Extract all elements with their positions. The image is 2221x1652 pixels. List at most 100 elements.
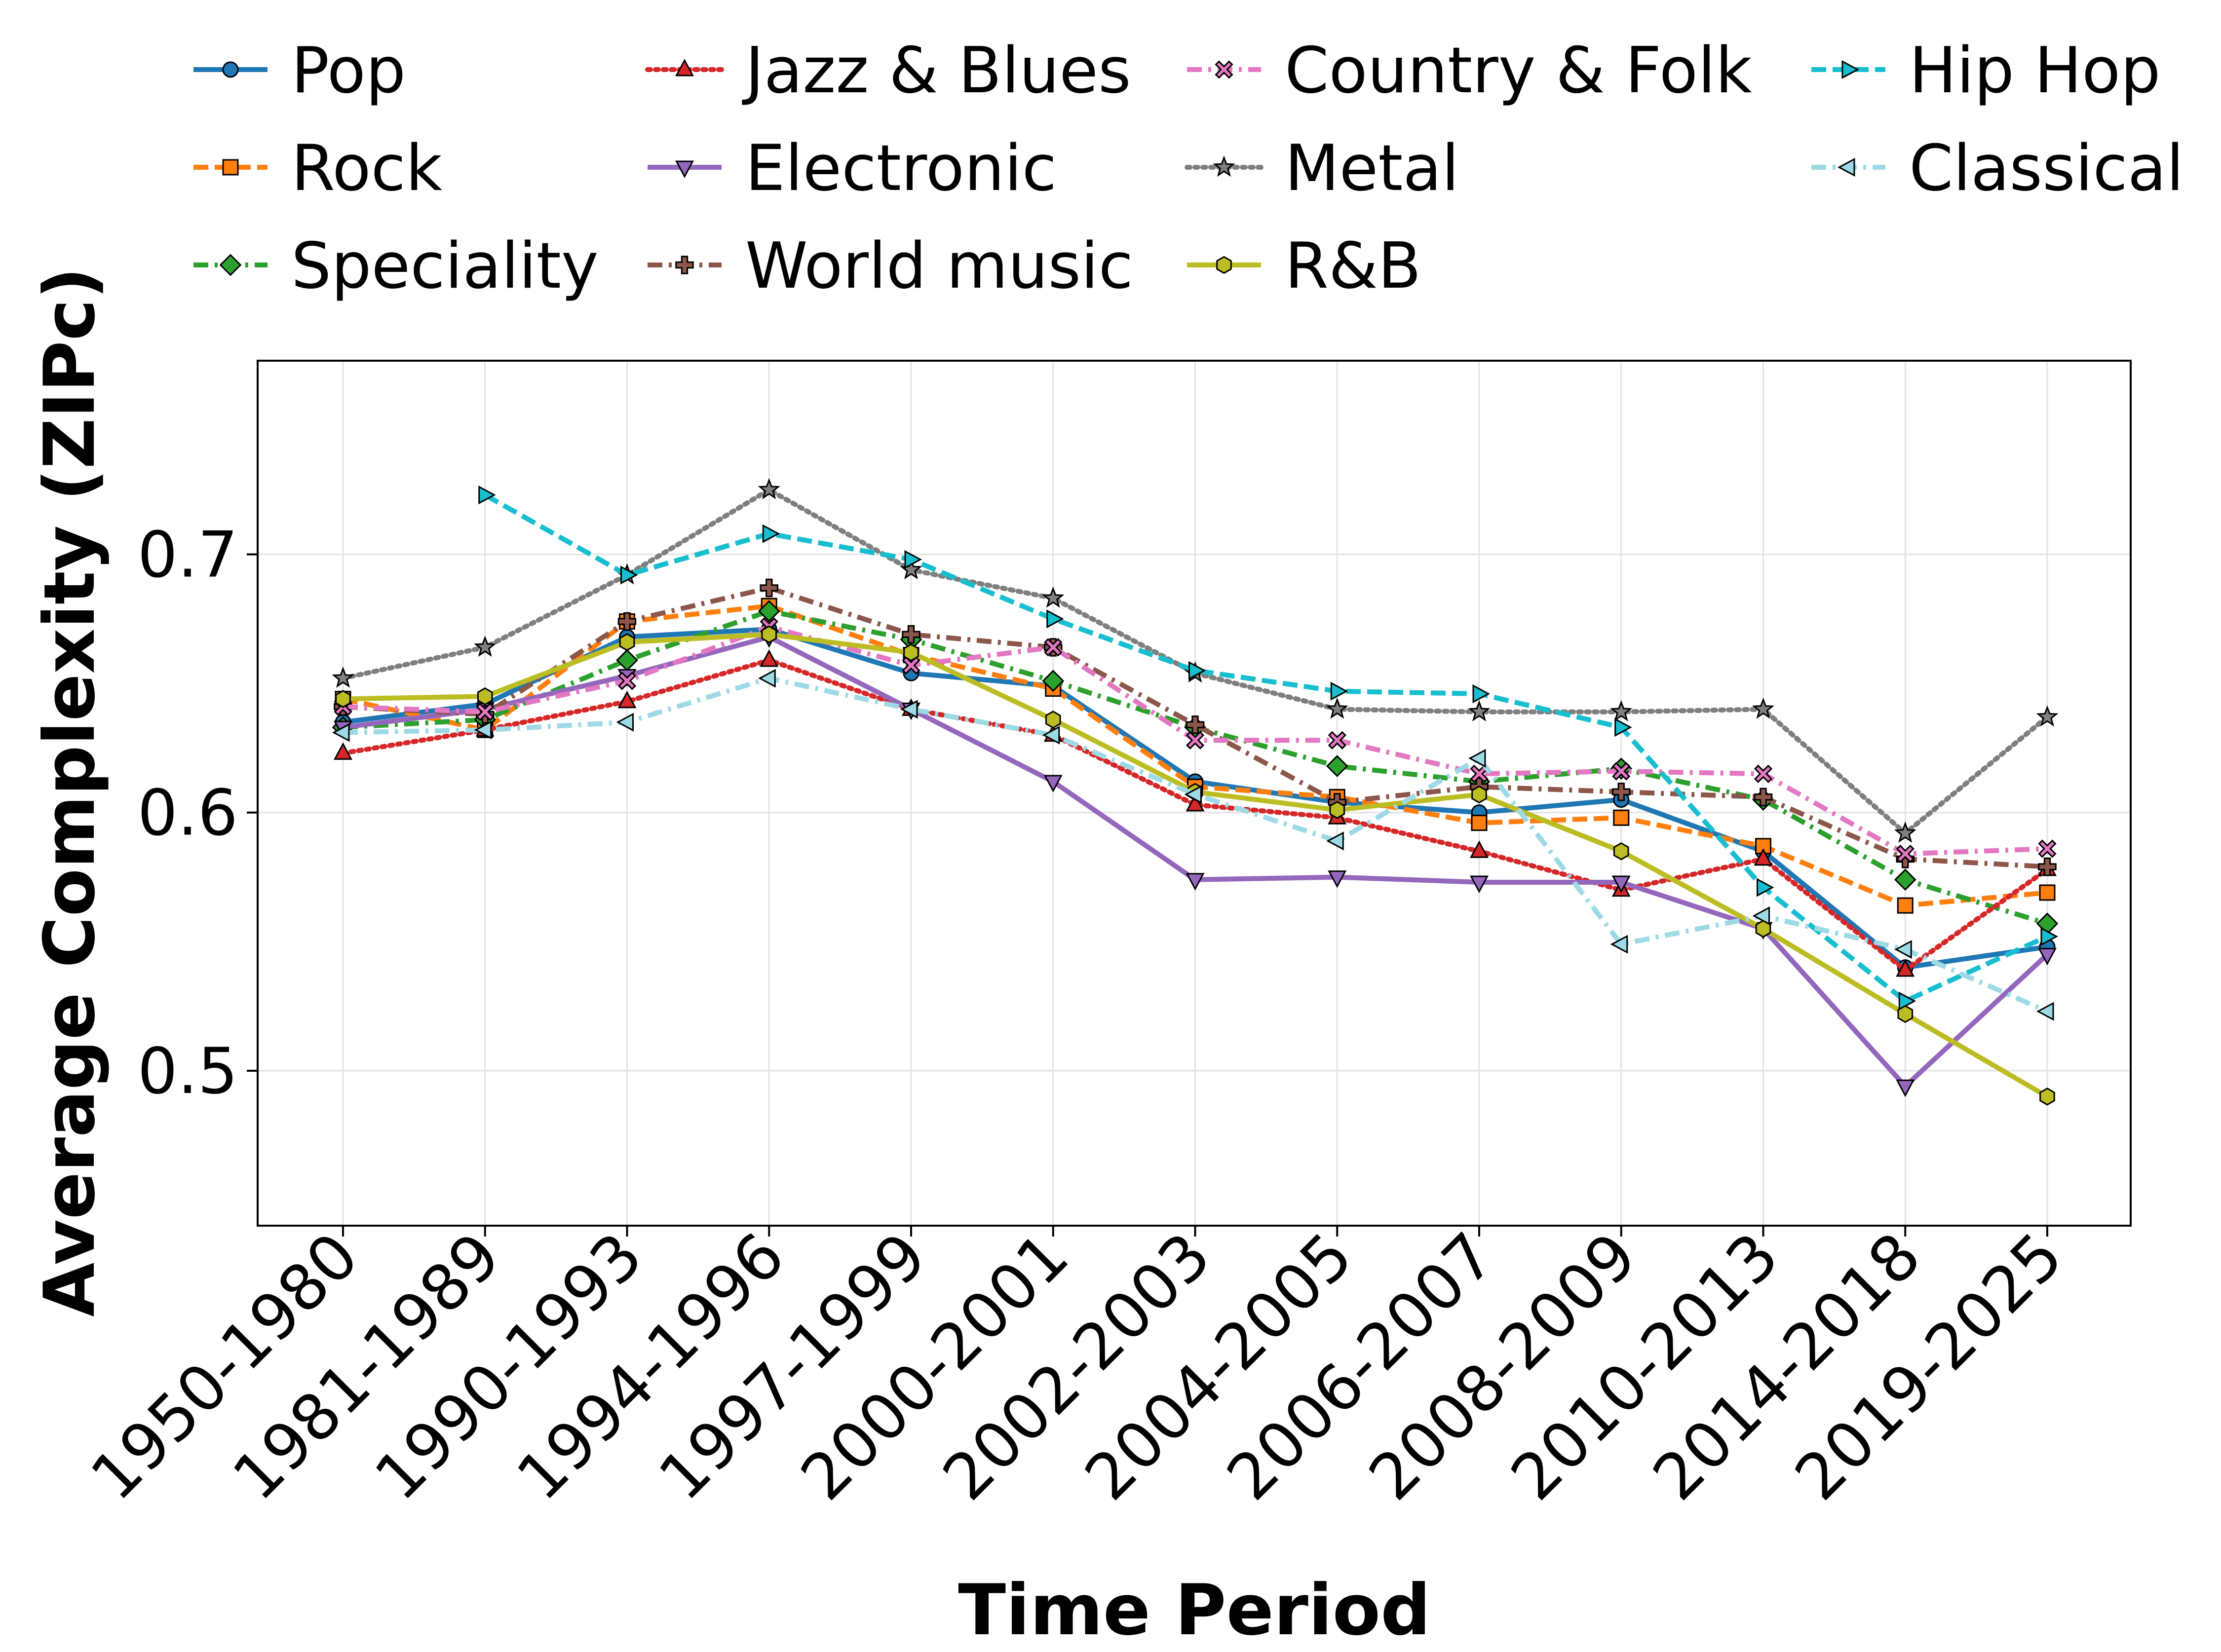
- legend-item-country-and-folk: Country & Folk: [1187, 34, 1752, 108]
- data-point: [1326, 697, 1348, 719]
- legend-item-classical: Classical: [1811, 132, 2184, 205]
- data-point: [333, 742, 353, 760]
- x-axis-title: Time Period: [958, 1570, 1431, 1651]
- data-point: [2039, 884, 2056, 901]
- data-point: [902, 625, 920, 644]
- data-point: [1752, 697, 1775, 719]
- data-point: [1612, 762, 1631, 781]
- data-point: [1755, 919, 1771, 938]
- data-point: [1472, 684, 1490, 704]
- data-point: [620, 565, 638, 585]
- data-point: [1610, 935, 1628, 954]
- data-point: [1045, 711, 1061, 729]
- data-point: [2036, 705, 2059, 727]
- data-point: [335, 690, 351, 708]
- data-point: [1046, 609, 1064, 629]
- data-point: [1614, 718, 1632, 737]
- grid: [258, 361, 2131, 1226]
- data-point: [1897, 1005, 1914, 1023]
- data-point: [1896, 959, 1915, 977]
- data-point: [619, 633, 635, 651]
- data-point: [1613, 809, 1630, 826]
- data-point: [474, 720, 492, 740]
- data-point: [1610, 700, 1633, 721]
- legend-marker: [222, 159, 239, 176]
- data-point: [2038, 857, 2057, 876]
- data-point: [1326, 755, 1348, 777]
- y-axis-title: Average Complexity (ZIPc): [29, 267, 111, 1316]
- legend-marker: [675, 59, 694, 76]
- data-point: [1897, 897, 1914, 914]
- data-point: [1471, 815, 1488, 831]
- legend-item-speciality: Speciality: [193, 229, 599, 303]
- data-point: [2040, 927, 2058, 946]
- data-point: [1894, 821, 1916, 843]
- legend-marker: [219, 254, 242, 276]
- data-point: [1471, 785, 1487, 804]
- legend-label: Rock: [291, 132, 442, 205]
- x-axis: 1950-19801981-19891990-19931994-19961997…: [77, 1219, 2077, 1515]
- legend-label: Country & Folk: [1285, 34, 1752, 108]
- legend-item-hip-hop: Hip Hop: [1811, 34, 2161, 108]
- data-point: [1896, 844, 1915, 864]
- data-point: [2039, 1088, 2055, 1106]
- data-point: [1328, 870, 1347, 888]
- legend-marker: [675, 256, 694, 274]
- data-point: [761, 625, 777, 643]
- legend-label: Speciality: [291, 229, 599, 303]
- data-point: [332, 723, 350, 742]
- legend-marker: [1838, 157, 1855, 177]
- data-point: [474, 636, 497, 657]
- data-point: [1611, 875, 1631, 893]
- data-point: [616, 649, 638, 672]
- data-point: [1469, 840, 1489, 858]
- y-axis: 0.5 0.6 0.7: [137, 518, 258, 1108]
- data-point: [1326, 831, 1344, 851]
- legend-item-rock: Rock: [193, 132, 442, 205]
- data-point: [762, 524, 780, 543]
- data-point: [617, 672, 637, 690]
- data-point: [760, 649, 779, 667]
- y-tick-label: 0.6: [137, 777, 238, 850]
- data-point: [758, 600, 780, 622]
- legend-item-pop: Pop: [193, 34, 406, 108]
- data-point: [1330, 681, 1348, 701]
- data-point: [1754, 764, 1773, 783]
- data-point: [1613, 842, 1629, 861]
- series-classical: [332, 669, 2054, 1021]
- series-layer: [332, 478, 2059, 1106]
- data-point: [2037, 948, 2057, 966]
- data-point: [1612, 783, 1631, 801]
- data-point: [903, 643, 919, 662]
- data-point: [1754, 848, 1773, 866]
- legend-marker: [222, 61, 239, 78]
- legend-label: Hip Hop: [1909, 34, 2161, 108]
- legend-marker: [1215, 60, 1233, 79]
- data-point: [900, 558, 922, 580]
- series-hip-hop: [478, 486, 2058, 1011]
- legend-marker: [1213, 155, 1235, 177]
- data-point: [616, 713, 634, 732]
- legend-label: Electronic: [745, 132, 1057, 205]
- data-point: [1042, 725, 1060, 745]
- data-point: [758, 478, 780, 499]
- data-point: [2038, 839, 2057, 858]
- data-point: [900, 700, 918, 719]
- data-point: [904, 550, 922, 569]
- legend-item-randb: R&B: [1187, 229, 1421, 303]
- legend-label: World music: [745, 229, 1133, 303]
- legend-marker: [1216, 256, 1232, 274]
- legend-label: Jazz & Blues: [742, 34, 1131, 108]
- data-point: [2036, 912, 2059, 935]
- legend-marker: [675, 160, 694, 178]
- data-point: [478, 486, 496, 505]
- data-point: [477, 687, 493, 706]
- y-tick-label: 0.7: [137, 518, 238, 592]
- data-point: [332, 666, 354, 688]
- data-point: [1042, 670, 1065, 692]
- data-point: [1468, 700, 1491, 721]
- data-point: [760, 578, 778, 598]
- data-point: [1186, 794, 1205, 812]
- data-point: [2036, 1002, 2054, 1021]
